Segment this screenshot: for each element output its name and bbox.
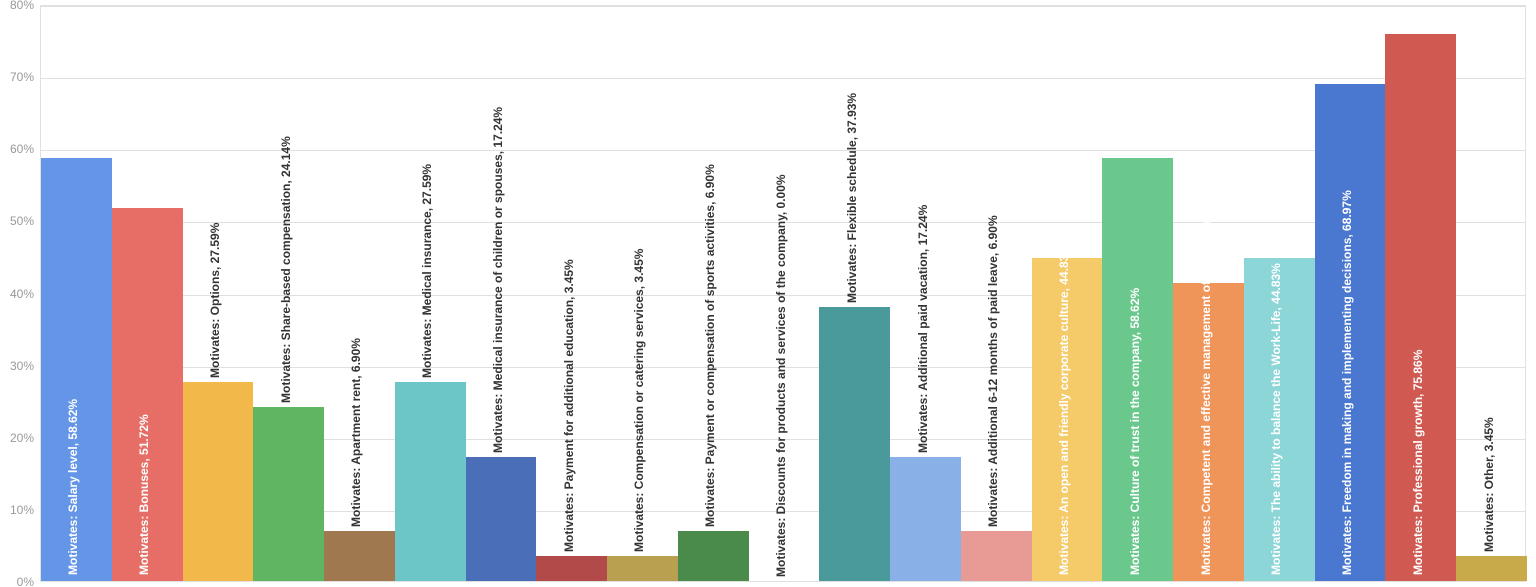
bar	[324, 531, 395, 581]
bar-label: Motivates: Freedom in making and impleme…	[1340, 190, 1354, 575]
bar-label: Motivates: An open and friendly corporat…	[1057, 244, 1071, 575]
bar-label: Motivates: Competent and effective manag…	[1199, 157, 1213, 575]
bar	[183, 382, 254, 581]
bar-label: Motivates: Payment for additional educat…	[562, 259, 576, 552]
bar-label: Motivates: Professional growth, 75.86%	[1411, 350, 1425, 575]
gridline	[41, 6, 1525, 7]
bar-label: Motivates: Additional paid vacation, 17.…	[916, 204, 930, 452]
bar	[890, 457, 961, 581]
bar-label: Motivates: Apartment rent, 6.90%	[349, 338, 363, 527]
bar-label: Motivates: Bonuses, 51.72%	[137, 414, 151, 575]
bar	[253, 407, 324, 581]
bar	[1456, 556, 1527, 581]
y-tick-label: 0%	[0, 575, 34, 587]
bar-label: Motivates: The ability to balance the Wo…	[1269, 263, 1283, 575]
bar-label: Motivates: Medical insurance, 27.59%	[420, 164, 434, 378]
bar	[961, 531, 1032, 581]
gridline	[41, 78, 1525, 79]
bar	[395, 382, 466, 581]
bar-label: Motivates: Share-based compensation, 24.…	[279, 136, 293, 403]
bar-label: Motivates: Medical insurance of children…	[491, 107, 505, 453]
y-tick-label: 30%	[0, 359, 34, 373]
bar-label: Motivates: Compensation or catering serv…	[632, 249, 646, 552]
y-tick-label: 20%	[0, 431, 34, 445]
motivation-bar-chart: 0% 10% 20% 30% 40% 50% 60% 70% 80% Motivates: Sa…	[0, 0, 1536, 587]
bar-label: Motivates: Culture of trust in the compa…	[1128, 288, 1142, 575]
bar-label: Motivates: Options, 27.59%	[208, 223, 222, 378]
y-tick-label: 60%	[0, 142, 34, 156]
bar-label: Motivates: Salary level, 58.62%	[66, 399, 80, 575]
bar-label: Motivates: Payment or compensation of sp…	[703, 164, 717, 527]
bar	[819, 307, 890, 581]
y-tick-label: 40%	[0, 287, 34, 301]
bar-label: Motivates: Additional 6-12 months of pai…	[986, 216, 1000, 528]
bar-label: Motivates: Flexible schedule, 37.93%	[845, 93, 859, 303]
y-tick-label: 50%	[0, 214, 34, 228]
y-tick-label: 70%	[0, 70, 34, 84]
gridline	[41, 150, 1525, 151]
bar-label: Motivates: Other, 3.45%	[1482, 417, 1496, 552]
y-tick-label: 10%	[0, 503, 34, 517]
plot-area: Motivates: Salary level, 58.62% Motivates…	[40, 5, 1526, 582]
bar	[607, 556, 678, 581]
y-tick-label: 80%	[0, 0, 34, 12]
bar	[466, 457, 537, 581]
bar	[678, 531, 749, 581]
bar	[536, 556, 607, 581]
bar-label: Motivates: Discounts for products and se…	[774, 174, 788, 577]
